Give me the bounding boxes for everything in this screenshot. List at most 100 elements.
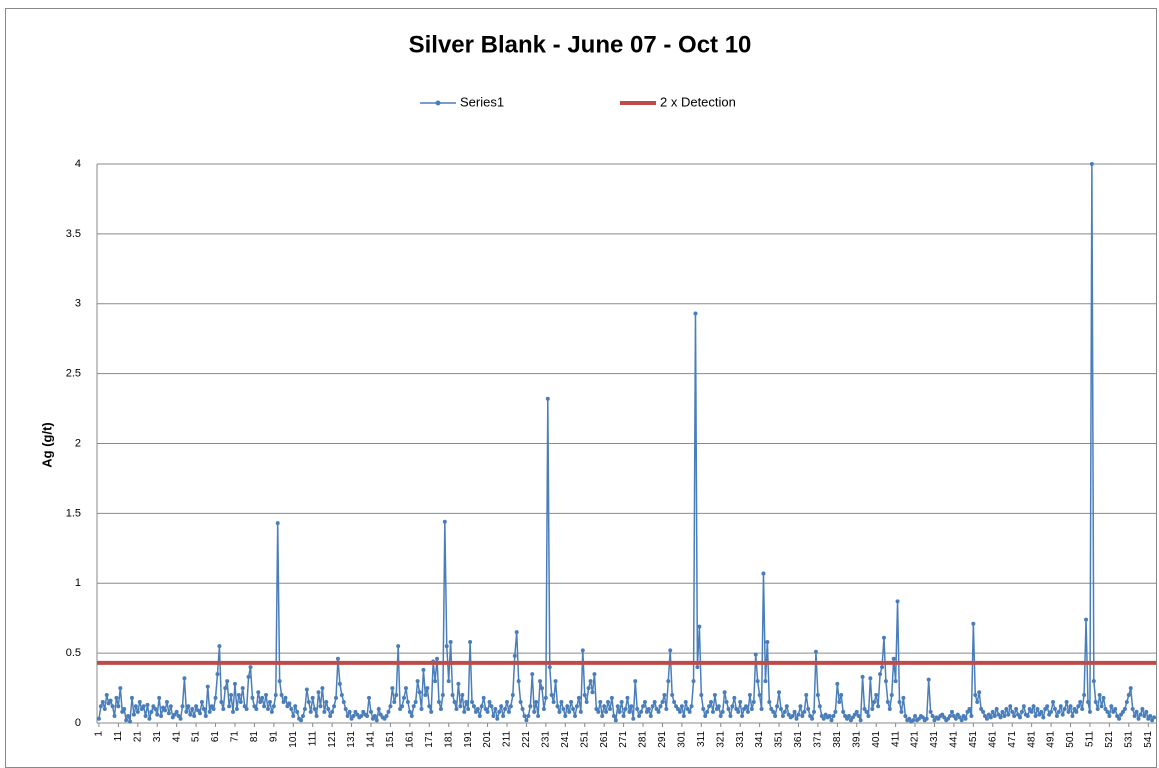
data-point — [1119, 712, 1124, 717]
data-point — [376, 707, 381, 712]
data-point — [664, 707, 669, 712]
data-point — [287, 701, 292, 706]
data-point — [965, 709, 970, 714]
data-point — [780, 714, 785, 719]
data-point — [913, 714, 918, 719]
data-point — [569, 700, 574, 705]
data-point — [592, 672, 597, 677]
data-point — [813, 649, 818, 654]
data-point — [594, 707, 599, 712]
data-point — [681, 714, 686, 719]
data-point — [845, 716, 850, 721]
data-point — [1152, 715, 1157, 720]
data-point — [388, 704, 393, 709]
data-point — [724, 700, 729, 705]
data-point — [450, 693, 455, 698]
x-tick-label: 171 — [424, 731, 435, 748]
data-point — [635, 707, 640, 712]
data-point — [477, 714, 482, 719]
data-point — [1004, 707, 1009, 712]
data-point — [448, 639, 453, 644]
data-point — [361, 709, 366, 714]
data-point — [1016, 712, 1021, 717]
data-point — [196, 708, 201, 713]
data-point — [483, 707, 488, 712]
data-point — [728, 714, 733, 719]
y-tick-label: 2 — [75, 437, 81, 449]
data-line — [98, 163, 1155, 723]
data-point — [637, 714, 642, 719]
data-point — [260, 695, 265, 700]
data-point — [271, 704, 276, 709]
data-point — [547, 665, 552, 670]
data-point — [687, 709, 692, 714]
data-point — [170, 715, 175, 720]
data-point — [454, 707, 459, 712]
data-point — [798, 704, 803, 709]
data-point — [151, 704, 156, 709]
x-tick-label: 411 — [890, 731, 901, 747]
x-tick-label: 471 — [1007, 731, 1018, 748]
data-point — [880, 665, 885, 670]
x-tick-label: 461 — [987, 731, 998, 748]
data-point — [590, 690, 595, 695]
x-tick-label: 501 — [1065, 731, 1076, 748]
data-point — [672, 700, 677, 705]
data-point — [602, 704, 607, 709]
data-point — [157, 695, 162, 700]
data-point — [794, 716, 799, 721]
y-tick-label: 3 — [75, 298, 81, 310]
data-point — [403, 686, 408, 691]
data-point — [1136, 716, 1141, 721]
data-point — [660, 700, 665, 705]
data-point — [1148, 714, 1153, 719]
data-point — [670, 693, 675, 698]
data-point — [452, 700, 457, 705]
data-point — [889, 693, 894, 698]
data-point — [1146, 716, 1151, 721]
data-point — [707, 704, 712, 709]
data-point — [953, 716, 958, 721]
data-point — [458, 704, 463, 709]
data-point — [1128, 686, 1133, 691]
data-point — [316, 690, 321, 695]
data-point — [815, 693, 820, 698]
legend-marker — [435, 100, 441, 106]
data-point — [831, 714, 836, 719]
data-point — [479, 704, 484, 709]
data-point — [1029, 709, 1034, 714]
data-point — [563, 714, 568, 719]
data-point — [613, 718, 618, 723]
data-point — [878, 672, 883, 677]
data-point — [545, 396, 550, 401]
data-point — [409, 714, 414, 719]
data-point — [705, 709, 710, 714]
data-point — [631, 716, 636, 721]
data-point — [384, 714, 389, 719]
data-point — [289, 707, 294, 712]
data-point — [205, 684, 210, 689]
data-point — [1062, 707, 1067, 712]
x-tick-label: 321 — [715, 731, 726, 748]
data-point — [1109, 704, 1114, 709]
data-point — [1117, 716, 1122, 721]
data-point — [858, 718, 863, 723]
data-point — [238, 700, 243, 705]
data-point — [926, 677, 931, 682]
data-point — [551, 700, 556, 705]
data-point — [538, 679, 543, 684]
data-point — [227, 704, 232, 709]
data-point — [326, 707, 331, 712]
data-point — [806, 707, 811, 712]
data-point — [508, 704, 513, 709]
data-point — [168, 704, 173, 709]
data-point — [129, 695, 134, 700]
data-point — [565, 704, 570, 709]
x-tick-label: 281 — [638, 731, 649, 748]
x-tick-label: 151 — [385, 731, 396, 748]
x-tick-label: 371 — [813, 731, 824, 748]
data-point — [468, 639, 473, 644]
data-point — [1027, 707, 1032, 712]
data-point — [106, 701, 111, 706]
chart-title: Silver Blank - June 07 - Oct 10 — [409, 31, 752, 58]
